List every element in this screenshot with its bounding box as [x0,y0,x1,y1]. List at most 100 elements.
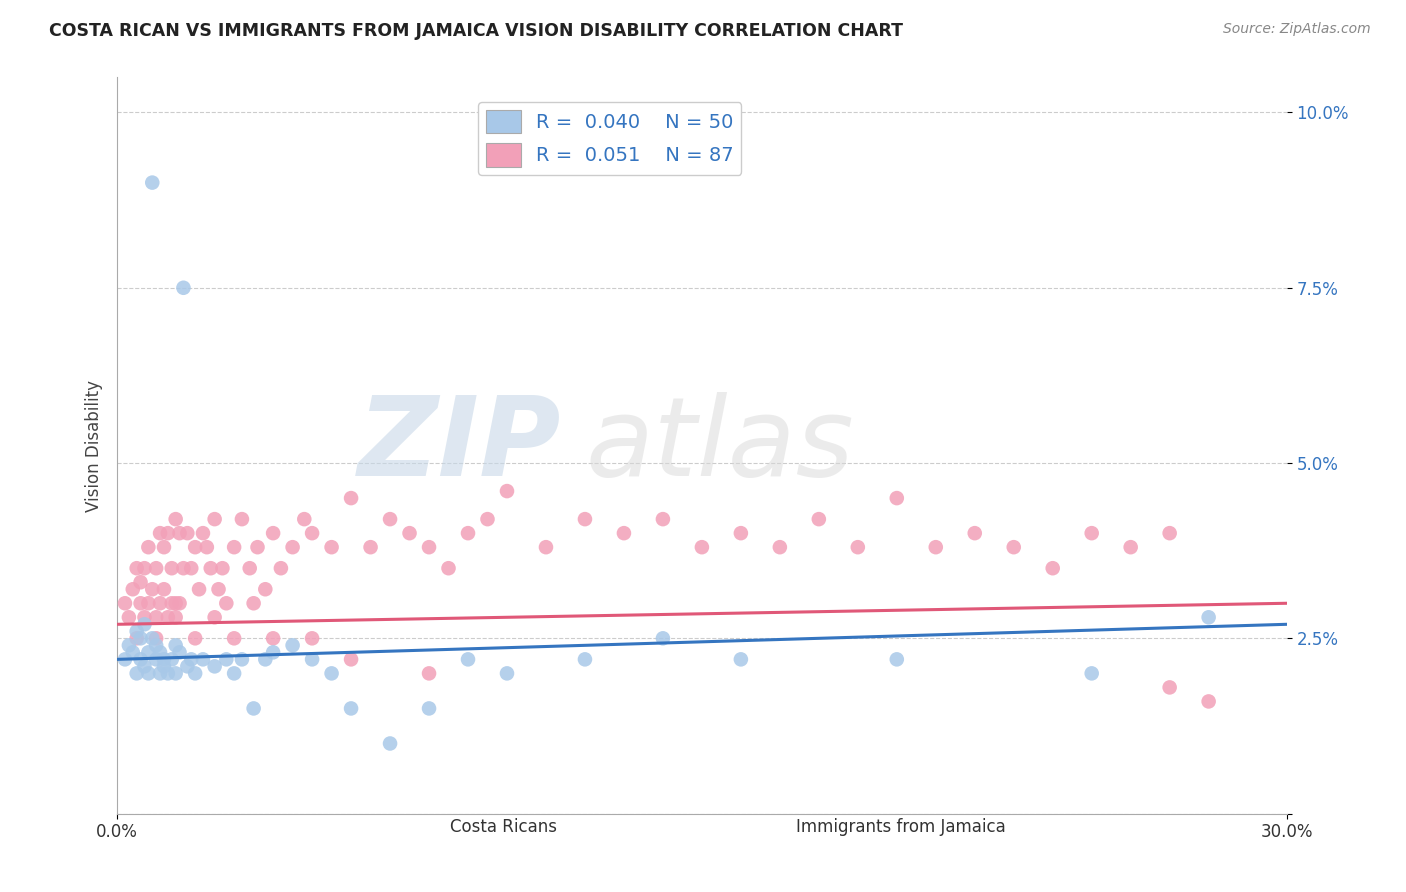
Point [254,652,277,666]
Point [1159,526,1181,541]
Point [160,596,183,610]
Point [457,652,479,666]
Point [262,645,284,659]
Point [153,652,176,666]
Point [191,526,214,541]
Point [160,652,183,666]
Point [176,659,198,673]
Point [172,281,194,295]
Point [165,666,187,681]
Point [690,540,713,554]
Point [145,652,167,666]
Point [188,582,211,597]
Point [149,666,172,681]
Point [118,638,141,652]
Point [176,526,198,541]
Point [242,701,264,715]
Point [769,540,792,554]
Point [156,666,179,681]
Point [165,638,187,652]
Point [129,632,152,646]
Point [1159,681,1181,695]
Point [301,632,323,646]
Point [114,652,136,666]
Point [378,737,401,751]
Point [125,561,148,575]
Point [925,540,948,554]
Point [574,512,596,526]
Point [1080,526,1102,541]
Point [534,540,557,554]
Point [254,582,277,597]
Point [141,632,163,646]
Point [651,512,673,526]
Point [231,652,253,666]
Point [340,701,363,715]
Point [165,596,187,610]
Point [730,652,752,666]
Point [153,582,176,597]
Point [184,632,207,646]
Point [239,561,262,575]
Point [613,526,636,541]
Point [1198,610,1220,624]
Point [246,540,269,554]
Point [204,610,226,624]
Point [141,176,163,190]
Point [437,561,460,575]
Point [141,582,163,597]
Point [134,561,156,575]
Point [321,540,343,554]
Point [153,659,176,673]
Point [301,526,323,541]
Point [457,526,479,541]
Point [496,666,519,681]
Point [360,540,382,554]
Point [477,512,499,526]
Point [169,526,191,541]
Point [180,652,202,666]
Point [169,596,191,610]
Point [321,666,343,681]
Point [418,540,440,554]
Point [1002,540,1025,554]
Point [262,632,284,646]
Point [496,484,519,499]
Point [184,540,207,554]
Point [138,540,160,554]
Point [153,540,176,554]
Point [125,666,148,681]
Point [886,652,908,666]
Point [262,526,284,541]
Point [418,666,440,681]
Point [165,512,187,526]
Point [378,512,401,526]
Point [156,610,179,624]
Point [340,652,363,666]
Point [224,540,246,554]
Point [118,610,141,624]
Point [281,540,304,554]
Point [963,526,986,541]
Point [340,491,363,505]
Text: ZIP: ZIP [359,392,561,499]
Point [191,652,214,666]
Point [149,645,172,659]
Point [418,701,440,715]
Point [215,596,238,610]
Y-axis label: Vision Disability: Vision Disability [86,379,103,511]
Point [125,624,148,639]
Point [145,610,167,624]
Point [281,638,304,652]
Text: COSTA RICAN VS IMMIGRANTS FROM JAMAICA VISION DISABILITY CORRELATION CHART: COSTA RICAN VS IMMIGRANTS FROM JAMAICA V… [49,22,903,40]
Point [156,526,179,541]
Point [134,659,156,673]
Point [730,526,752,541]
Point [121,645,143,659]
Point [204,512,226,526]
Point [231,512,253,526]
Point [200,561,222,575]
Point [134,617,156,632]
Point [1042,561,1064,575]
Point [1198,694,1220,708]
